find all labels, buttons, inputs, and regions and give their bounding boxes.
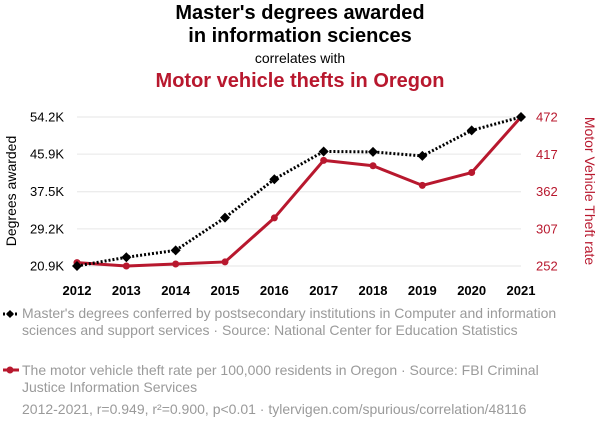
left-tick-label: 54.2K xyxy=(30,110,64,125)
right-axis-title: Motor Vehicle Theft rate xyxy=(582,117,598,266)
x-tick-label: 2014 xyxy=(161,283,191,298)
chart-subtitle: correlates with xyxy=(254,50,346,66)
x-tick-label: 2020 xyxy=(457,283,486,298)
right-tick-label: 362 xyxy=(536,184,558,199)
degrees-point xyxy=(121,252,132,263)
x-tick-label: 2017 xyxy=(309,283,338,298)
degrees-point xyxy=(170,245,181,256)
theft-rate-point xyxy=(369,162,377,170)
x-tick-label: 2019 xyxy=(408,283,437,298)
theft-rate-point xyxy=(172,260,180,268)
degrees-point xyxy=(72,261,82,271)
left-tick-label: 29.2K xyxy=(30,221,64,236)
x-tick-label: 2016 xyxy=(260,283,289,298)
series-degrees xyxy=(72,112,526,271)
legend-icons xyxy=(3,310,19,374)
degrees-point xyxy=(516,112,526,122)
x-tick-label: 2012 xyxy=(63,283,92,298)
degrees-point xyxy=(318,146,329,157)
legend-degrees-diamond-icon xyxy=(6,310,14,318)
theft-rate-line xyxy=(76,116,523,268)
legend-series-theft-rate: The motor vehicle theft rate per 100,000… xyxy=(22,362,539,395)
left-axis-ticks: 20.9K 29.2K 37.5K 45.9K 54.2K xyxy=(30,110,64,274)
grid-lines xyxy=(77,116,521,267)
degrees-point xyxy=(269,174,280,185)
theft-rate-point xyxy=(320,156,328,164)
footer-stats: 2012-2021, r=0.949, r²=0.900, p<0.01 · t… xyxy=(22,401,527,417)
x-tick-label: 2018 xyxy=(359,283,388,298)
right-axis-ticks: 252 307 362 417 472 xyxy=(536,110,558,274)
left-axis-title: Degrees awarded xyxy=(3,136,19,247)
left-tick-label: 20.9K xyxy=(30,259,64,274)
chart-title-line-2: in information sciences xyxy=(188,25,412,47)
right-tick-label: 307 xyxy=(536,221,558,236)
theft-rate-point xyxy=(270,214,278,222)
left-tick-label: 45.9K xyxy=(30,147,64,162)
right-tick-label: 417 xyxy=(536,147,558,162)
theft-rate-point xyxy=(122,262,130,270)
degrees-line xyxy=(76,115,522,268)
left-tick-label: 37.5K xyxy=(30,184,64,199)
degrees-point xyxy=(220,212,230,223)
x-tick-label: 2013 xyxy=(112,283,141,298)
degrees-point xyxy=(368,146,378,157)
theft-rate-point xyxy=(468,169,476,177)
legend-theft-circle-icon xyxy=(6,366,14,374)
chart-title-series-b: Motor vehicle thefts in Oregon xyxy=(155,70,445,92)
right-tick-label: 252 xyxy=(536,259,558,274)
right-tick-label: 472 xyxy=(536,110,558,125)
chart-title-line-1: Master's degrees awarded xyxy=(175,2,425,24)
degrees-point xyxy=(466,125,477,136)
x-tick-label: 2015 xyxy=(211,283,240,298)
x-axis-ticks: 2012 2013 2014 2015 2016 2017 2018 2019 2020 2021 xyxy=(63,283,536,298)
x-tick-label: 2021 xyxy=(507,283,536,298)
theft-rate-point xyxy=(418,181,426,189)
theft-rate-point xyxy=(221,258,229,266)
legend-series-degrees: Master's degrees conferred by postsecond… xyxy=(22,305,557,338)
degrees-point xyxy=(417,150,428,161)
